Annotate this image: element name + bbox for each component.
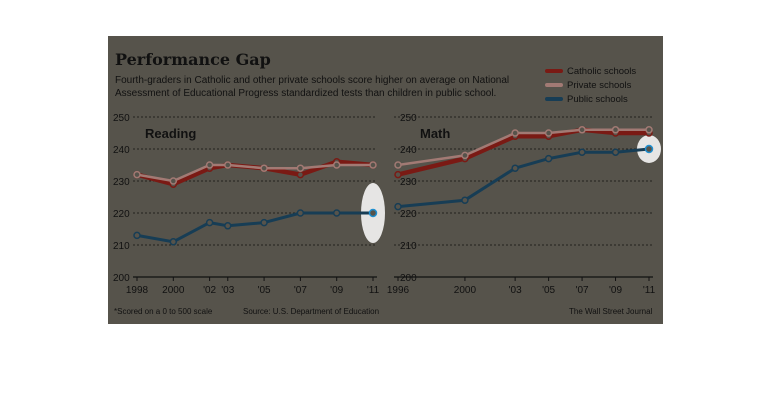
legend-item-catholic: Catholic schools (545, 64, 636, 78)
math-y-tick-label: 240 (400, 145, 417, 156)
math-private-point (394, 161, 402, 169)
reading-y-tick-label: 240 (113, 145, 130, 156)
reading-public-point (169, 238, 178, 246)
math-private-point (645, 126, 653, 134)
math-x-tick-label: '05 (542, 285, 555, 296)
math-panel-title: Math (420, 126, 451, 141)
math-x-tick-label: '07 (576, 285, 589, 296)
math-private-point (461, 151, 469, 160)
math-y-tick-label: 250 (400, 113, 417, 124)
reading-public-point (133, 231, 141, 240)
reading-private-point (296, 164, 305, 172)
reading-x-tick-label: '09 (330, 285, 343, 296)
math-private-point (511, 129, 519, 137)
reading-y-tick-label: 210 (113, 241, 130, 252)
math-catholic-point (394, 170, 402, 179)
reading-y-tick-label: 220 (113, 209, 130, 220)
math-private-point (544, 129, 553, 137)
reading-x-tick-label: '07 (294, 285, 307, 296)
reading-x-tick-label: 1998 (126, 285, 149, 296)
math-public-point (394, 202, 402, 211)
legend-item-public: Public schools (545, 92, 636, 106)
reading-y-tick-label: 230 (113, 177, 130, 188)
reading-public-point (368, 208, 378, 218)
math-y-tick-label: 210 (400, 241, 417, 252)
legend: Catholic schools Private schools Public … (545, 64, 636, 106)
math-x-tick-label: 1996 (387, 285, 410, 296)
reading-private-line (135, 163, 375, 183)
reading-y-tick-label: 250 (113, 113, 130, 124)
reading-private-point (169, 177, 178, 185)
reading-private-point (260, 164, 268, 172)
credit-note: The Wall Street Journal (569, 307, 653, 316)
reading-public-point (332, 209, 341, 217)
math-public-point (578, 148, 586, 156)
source-note: Source: U.S. Department of Education (243, 307, 380, 316)
math-public-point (461, 196, 469, 204)
math-x-tick-label: '03 (509, 285, 522, 296)
reading-public-point (296, 209, 305, 217)
reading-private-point (369, 161, 377, 169)
reading-panel-title: Reading (145, 126, 197, 141)
reading-public-point (224, 222, 232, 230)
legend-label-public: Public schools (567, 93, 628, 105)
math-y-tick-label: 220 (400, 209, 417, 220)
chart-subtitle: Fourth-graders in Catholic and other pri… (115, 75, 510, 99)
math-public-point (511, 164, 519, 172)
math-x-tick-label: '11 (643, 285, 656, 296)
chart-figure: 250 240 230 220 210 200 1998 2000'02'03'05'07'0… (108, 36, 663, 324)
legend-item-private: Private schools (545, 78, 636, 92)
reading-x-tick-label: '03 (221, 285, 234, 296)
reading-private-point (332, 161, 341, 169)
math-x-tick-label: '09 (609, 285, 622, 296)
reading-x-tick-label: 2000 (162, 285, 185, 296)
legend-swatch-public (545, 97, 563, 101)
reading-x-tick-label: '11 (367, 285, 380, 296)
chart-title: Performance Gap (115, 50, 271, 69)
reading-private-point (205, 161, 214, 169)
legend-swatch-private (545, 83, 563, 87)
math-public-line (396, 147, 651, 209)
math-public-point (611, 148, 620, 156)
reading-public-line (135, 211, 375, 244)
reading-public-point (205, 218, 214, 227)
math-private-point (578, 126, 586, 134)
reading-x-tick-label: '05 (258, 285, 271, 296)
math-y-tick-label: 230 (400, 177, 417, 188)
reading-y-tick-label: 200 (113, 273, 130, 284)
footnote: *Scored on a 0 to 500 scale (114, 307, 213, 316)
math-private-point (611, 126, 620, 134)
math-public-point (544, 154, 553, 163)
reading-private-point (224, 161, 232, 169)
reading-private-point (133, 170, 141, 179)
reading-catholic-point (296, 170, 305, 179)
reading-x-tick-label: '02 (203, 285, 216, 296)
legend-swatch-catholic (545, 69, 563, 73)
math-public-point (644, 144, 654, 154)
math-y-tick-label: 200 (400, 273, 417, 284)
math-x-tick-label: 2000 (454, 285, 477, 296)
legend-label-private: Private schools (567, 79, 632, 91)
legend-label-catholic: Catholic schools (567, 65, 637, 77)
reading-public-point (260, 218, 268, 227)
